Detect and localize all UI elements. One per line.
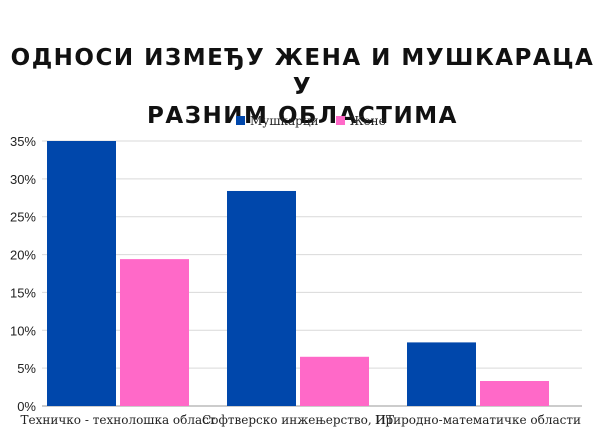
y-tick-label: 30% bbox=[10, 172, 36, 187]
legend-label-men: Мушкарци bbox=[250, 114, 319, 128]
bar-women bbox=[480, 381, 549, 406]
y-tick-label: 15% bbox=[10, 285, 36, 300]
y-tick-label: 25% bbox=[10, 210, 36, 225]
bar-women bbox=[300, 356, 369, 406]
legend-swatch-women bbox=[336, 116, 345, 125]
bar-men bbox=[407, 342, 476, 406]
x-tick-label: Техничко - технолошка област bbox=[21, 413, 216, 427]
chart-title-line-1: ОДНОСИ ИЗМЕЂУ ЖЕНА И МУШКАРАЦА У bbox=[10, 45, 595, 100]
legend: Мушкарци Жене bbox=[236, 114, 386, 128]
legend-label-women: Жене bbox=[350, 114, 386, 128]
legend-swatch-men bbox=[236, 116, 245, 125]
y-tick-label: 10% bbox=[10, 323, 36, 338]
bar-women bbox=[120, 259, 189, 406]
y-tick-label: 35% bbox=[10, 134, 36, 149]
x-tick-label: Софтверско инжењерство, ИТ bbox=[202, 413, 394, 427]
y-tick-label: 0% bbox=[17, 399, 36, 414]
y-tick-label: 20% bbox=[10, 248, 36, 263]
chart-title: ОДНОСИ ИЗМЕЂУ ЖЕНА И МУШКАРАЦА У РАЗНИМ … bbox=[0, 44, 605, 131]
bar-men bbox=[47, 141, 116, 406]
bars bbox=[47, 141, 549, 406]
bar-men bbox=[227, 190, 296, 406]
y-tick-label: 5% bbox=[17, 361, 36, 376]
x-tick-label: Природно-математичке области bbox=[375, 413, 581, 427]
y-axis-ticks: 0% 5% 10% 15% 20% 25% 30% 35% bbox=[10, 134, 36, 414]
chart-title-line-2: РАЗНИМ ОБЛАСТИМА bbox=[147, 103, 458, 129]
